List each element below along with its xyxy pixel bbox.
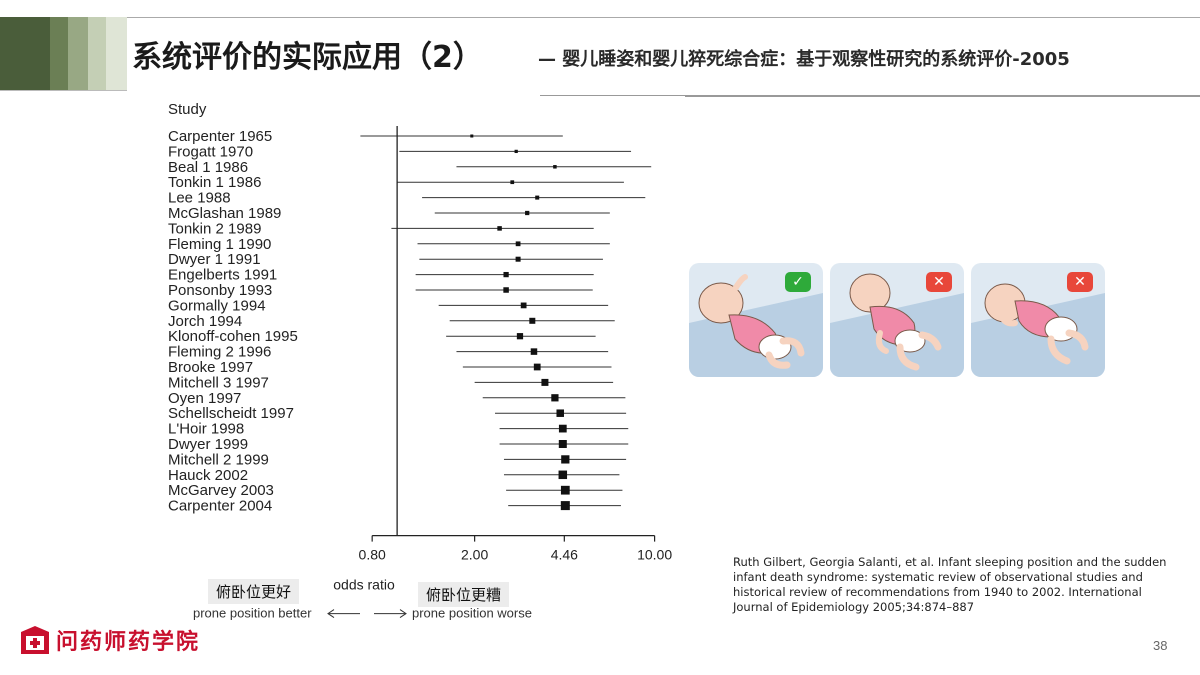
or-point: [514, 149, 518, 154]
study-label: Lee 1988: [168, 190, 231, 207]
header-bottom-rule: [0, 90, 127, 91]
study-label: Tonkin 1 1986: [168, 174, 261, 191]
or-point: [558, 440, 567, 448]
badge-cross-side: ✕: [1067, 272, 1093, 292]
or-point: [558, 424, 567, 433]
page-subtitle: — 婴儿睡姿和婴儿猝死综合症：基于观察性研究的系统评价-2005: [538, 49, 1070, 70]
panel-side: ✕: [971, 263, 1105, 377]
prone-worse-cn-label: 俯卧位更糟: [418, 582, 510, 607]
left-arrowhead: [327, 609, 335, 619]
prone-better-cn-label: 俯卧位更好: [208, 579, 300, 604]
stripe-3: [68, 17, 88, 90]
study-label: Mitchell 3 1997: [168, 374, 269, 391]
or-point: [556, 409, 564, 417]
baby-prone-icon: [830, 273, 964, 377]
right-arrowhead: [399, 609, 407, 619]
panel-supine: ✓: [689, 263, 823, 377]
study-label: Fleming 2 1996: [168, 344, 271, 361]
study-label: Tonkin 2 1989: [168, 220, 261, 237]
or-point: [515, 256, 521, 262]
study-label: Carpenter 2004: [168, 498, 272, 515]
page-number: 38: [1153, 638, 1168, 653]
study-label: Schellscheidt 1997: [168, 405, 294, 422]
study-label: Oyen 1997: [168, 390, 241, 407]
x-tick-label: 10.00: [637, 547, 672, 563]
study-label: Ponsonby 1993: [168, 282, 272, 299]
study-label: Frogatt 1970: [168, 143, 253, 160]
or-point: [503, 287, 509, 293]
or-point: [551, 394, 559, 402]
direction-arrows: [327, 609, 407, 619]
header-stripes: [0, 17, 127, 90]
x-tick-label: 2.00: [461, 547, 488, 563]
stripe-5: [106, 17, 127, 90]
or-point: [497, 226, 502, 231]
or-point: [520, 302, 527, 309]
panel-prone: ✕: [830, 263, 964, 377]
citation: Ruth Gilbert, Georgia Salanti, et al. In…: [733, 555, 1167, 614]
badge-cross-prone: ✕: [926, 272, 952, 292]
or-point: [560, 485, 570, 495]
or-point: [533, 363, 541, 371]
prone-better-label: prone position better: [193, 606, 312, 621]
plot-background: [160, 96, 685, 626]
or-point: [535, 195, 540, 200]
or-point: [470, 134, 474, 138]
subtitle-underline: [540, 95, 1200, 97]
or-point: [561, 455, 570, 464]
or-points: [470, 134, 570, 511]
study-label: Mitchell 2 1999: [168, 451, 269, 468]
x-ticks: 0.80 2.00 4.46 10.00: [359, 535, 672, 563]
baby-supine-icon: [689, 274, 823, 377]
study-label: Fleming 1 1990: [168, 236, 271, 253]
study-label: Carpenter 1965: [168, 128, 272, 145]
prone-worse-label: prone position worse: [412, 606, 532, 621]
or-point: [558, 470, 568, 480]
study-label: McGarvey 2003: [168, 482, 274, 499]
header-top-rule: [127, 17, 1200, 18]
baby-side-icon: [971, 283, 1105, 377]
stripe-4: [88, 17, 106, 90]
study-label: Dwyer 1 1991: [168, 251, 261, 268]
study-label: Hauck 2002: [168, 467, 248, 484]
study-label: L'Hoir 1998: [168, 421, 244, 438]
or-point: [530, 348, 538, 355]
badge-check: ✓: [785, 272, 811, 292]
or-point: [515, 241, 521, 247]
or-point: [525, 210, 530, 216]
stripe-1: [0, 17, 50, 90]
x-axis-label: odds ratio: [333, 577, 395, 593]
brand-logo-icon: [21, 626, 49, 654]
or-point: [553, 165, 557, 169]
study-label: Gormally 1994: [168, 297, 266, 314]
study-label: Engelberts 1991: [168, 267, 277, 284]
x-tick-label: 0.80: [359, 547, 386, 563]
or-point: [560, 501, 570, 511]
study-label: Brooke 1997: [168, 359, 253, 376]
study-label: McGlashan 1989: [168, 205, 281, 222]
study-label: Jorch 1994: [168, 313, 242, 330]
stripe-2: [50, 17, 68, 90]
x-tick-label: 4.46: [551, 547, 578, 563]
or-point: [529, 317, 536, 324]
study-label: Dwyer 1999: [168, 436, 248, 453]
or-point: [503, 271, 509, 278]
study-header: Study: [168, 101, 207, 118]
brand-name: 问药师药学院: [56, 630, 201, 655]
or-point: [516, 333, 524, 340]
or-point: [541, 378, 549, 386]
page-title: 系统评价的实际应用（2）: [132, 40, 483, 75]
study-label: Beal 1 1986: [168, 159, 248, 176]
or-point: [510, 180, 515, 185]
study-label: Klonoff-cohen 1995: [168, 328, 298, 345]
